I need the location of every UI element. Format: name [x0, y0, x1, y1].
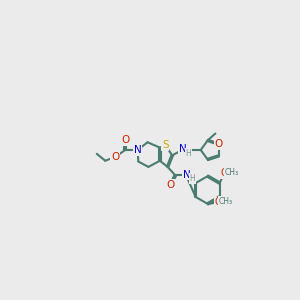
Text: H: H: [189, 174, 195, 183]
Text: N: N: [179, 144, 187, 154]
Text: S: S: [162, 140, 169, 150]
Text: O: O: [214, 197, 222, 207]
Text: CH₃: CH₃: [219, 197, 233, 206]
Text: O: O: [167, 180, 175, 190]
Text: N: N: [134, 145, 142, 155]
Text: O: O: [111, 152, 119, 162]
Text: O: O: [220, 168, 228, 178]
Text: CH₃: CH₃: [225, 168, 239, 177]
Text: H: H: [185, 148, 191, 158]
Text: O: O: [215, 139, 223, 149]
Text: N: N: [183, 169, 191, 180]
Text: O: O: [121, 135, 129, 145]
